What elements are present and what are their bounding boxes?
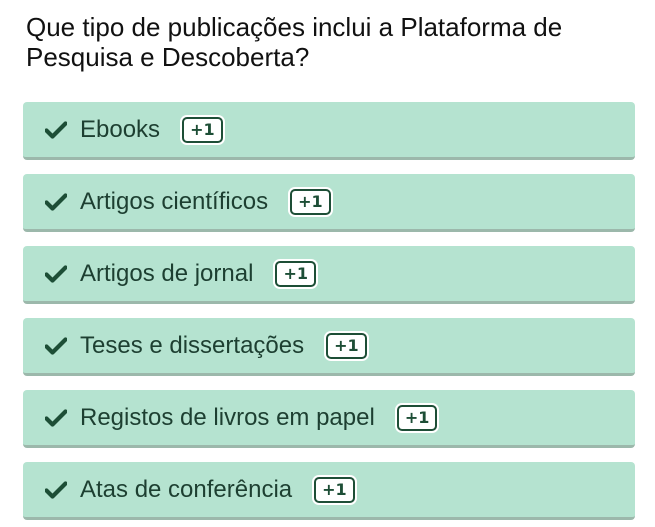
- answer-option-artigos-de-jornal[interactable]: Artigos de jornal +1: [23, 246, 635, 304]
- answer-option-ebooks[interactable]: Ebooks +1: [23, 102, 635, 160]
- points-badge: +1: [314, 476, 355, 503]
- points-badge: +1: [290, 188, 331, 215]
- points-badge: +1: [182, 116, 223, 143]
- question-text: Que tipo de publicações inclui a Platafo…: [26, 12, 563, 72]
- points-badge: +1: [326, 332, 367, 359]
- check-icon: [45, 263, 67, 285]
- answer-option-label: Atas de conferência: [80, 475, 293, 503]
- check-icon: [45, 119, 67, 141]
- answer-option-label: Artigos de jornal: [80, 259, 254, 287]
- answer-option-label: Ebooks: [80, 115, 161, 143]
- answer-option-registos-de-livros[interactable]: Registos de livros em papel +1: [23, 390, 635, 448]
- answer-option-label: Teses e dissertações: [80, 331, 305, 359]
- check-icon: [45, 407, 67, 429]
- check-icon: [45, 479, 67, 501]
- answer-option-artigos-cientificos[interactable]: Artigos científicos +1: [23, 174, 635, 232]
- answer-option-label: Registos de livros em papel: [80, 403, 375, 431]
- answer-option-teses-e-dissertacoes[interactable]: Teses e dissertações +1: [23, 318, 635, 376]
- check-icon: [45, 191, 67, 213]
- points-badge: +1: [396, 404, 438, 431]
- answer-options: Ebooks +1 Artigos científicos +1 Artigos…: [23, 102, 635, 527]
- check-icon: [45, 335, 67, 357]
- answer-option-atas-de-conferencia[interactable]: Atas de conferência +1: [23, 462, 635, 520]
- points-badge: +1: [275, 260, 316, 287]
- answer-option-label: Artigos científicos: [80, 187, 269, 215]
